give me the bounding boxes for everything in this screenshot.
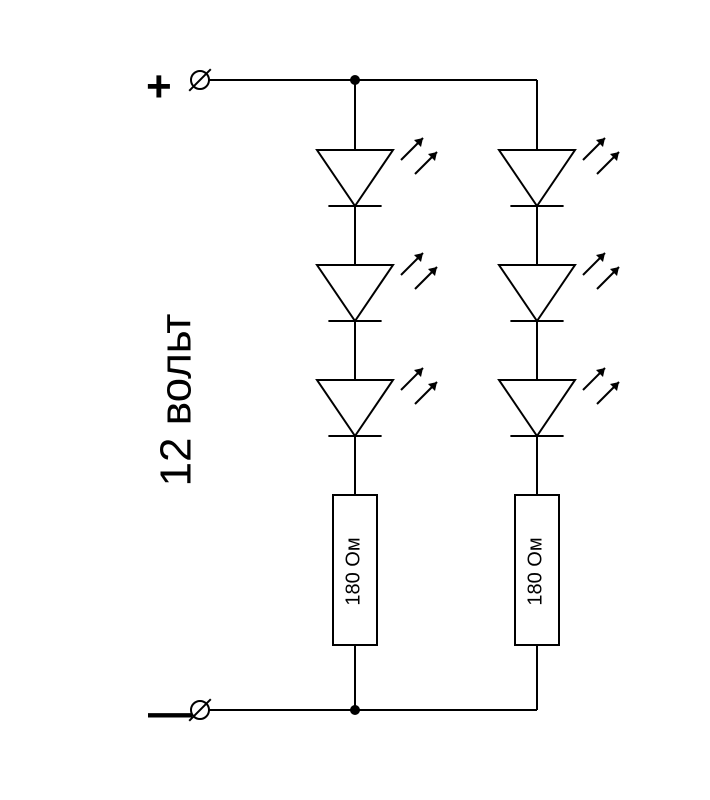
voltage-label: 12 вольт xyxy=(151,314,201,487)
circuit-diagram xyxy=(0,0,710,800)
minus-terminal-label: — xyxy=(148,688,192,738)
resistor-label: 180 Ом xyxy=(343,537,366,605)
resistor-label: 180 Ом xyxy=(525,537,548,605)
plus-terminal-label: + xyxy=(146,62,172,112)
